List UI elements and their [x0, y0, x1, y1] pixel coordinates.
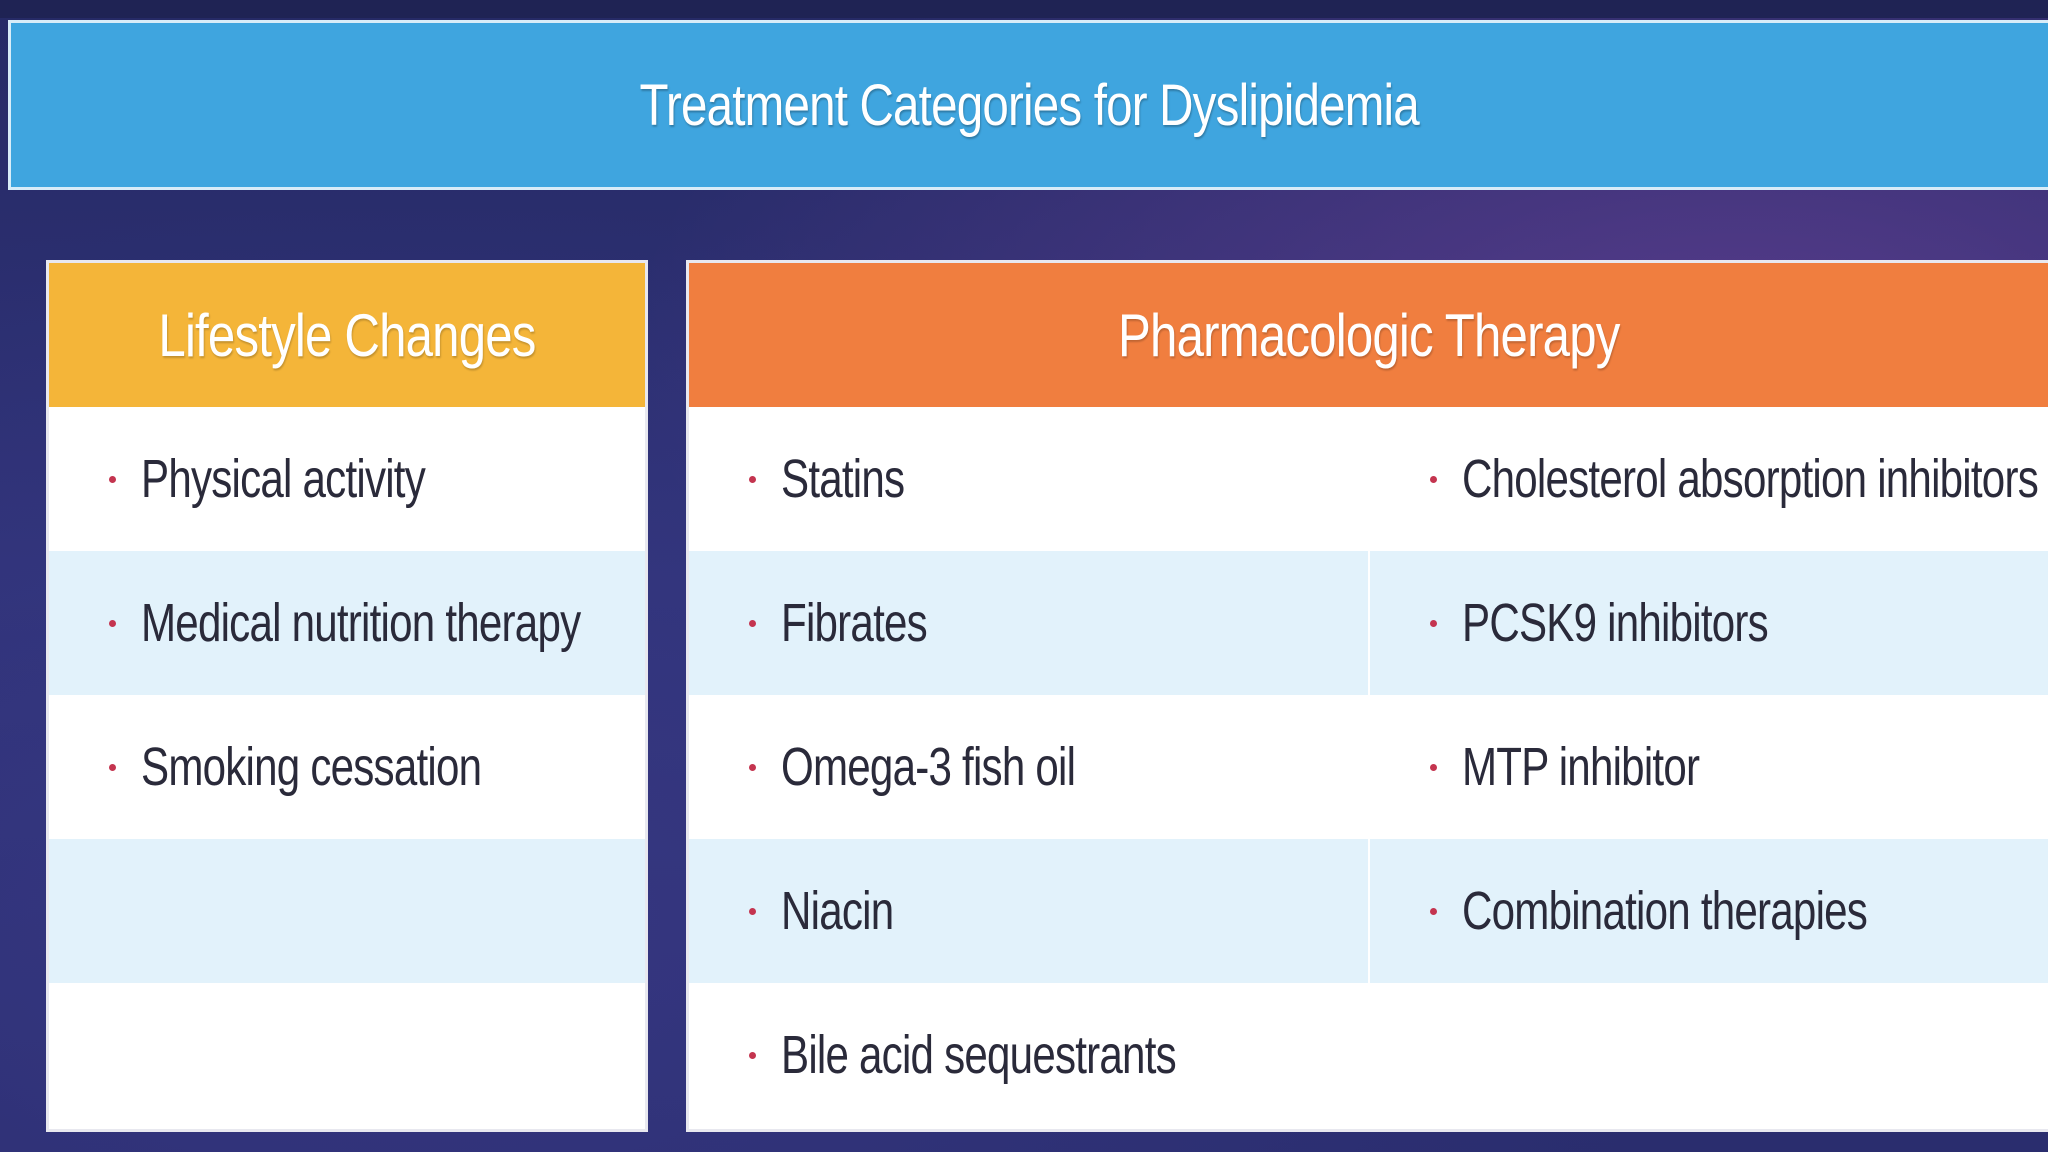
empty-cell [1369, 983, 2048, 1127]
list-item-label: Smoking cessation [141, 737, 482, 797]
list-item: Medical nutrition therapy [49, 551, 645, 695]
list-cell: Statins [689, 407, 1370, 551]
list-cell: Smoking cessation [49, 695, 645, 839]
empty-row [49, 983, 645, 1127]
list-item-label: Niacin [781, 881, 894, 941]
table-row: Fibrates PCSK9 inhibitors [689, 551, 2048, 695]
list-item-label: Cholesterol absorption inhibitors [1461, 449, 2039, 509]
list-cell: Omega-3 fish oil [689, 695, 1370, 839]
top-strip [0, 0, 2048, 18]
pharmacologic-list: Statins Cholesterol absorption inhibitor… [689, 407, 2048, 1127]
list-item-label: Combination therapies [1461, 881, 1868, 941]
bullet-icon [749, 907, 756, 915]
list-cell: Medical nutrition therapy [49, 551, 645, 695]
list-cell: Bile acid sequestrants [689, 983, 1369, 1127]
list-cell: PCSK9 inhibitors [1370, 551, 2048, 695]
bullet-icon [749, 619, 756, 627]
list-item-label: Bile acid sequestrants [781, 1025, 1177, 1085]
bullet-icon [749, 1051, 756, 1059]
list-item-label: Medical nutrition therapy [141, 593, 581, 653]
bullet-icon [1429, 763, 1437, 771]
bullet-icon [1429, 619, 1437, 627]
table-row: Omega-3 fish oil MTP inhibitor [689, 695, 2048, 839]
bullet-icon [749, 475, 756, 483]
table-row: Niacin Combination therapies [689, 839, 2048, 983]
list-item-label: PCSK9 inhibitors [1461, 593, 1769, 653]
title-bar: Treatment Categories for Dyslipidemia [8, 20, 2048, 190]
pharmacologic-panel: Pharmacologic Therapy Statins Cholestero… [686, 260, 2048, 1132]
empty-row [49, 839, 645, 983]
list-item-label: Physical activity [141, 449, 426, 509]
list-cell: Combination therapies [1370, 839, 2048, 983]
lifestyle-list: Physical activity Medical nutrition ther… [49, 407, 645, 1127]
bullet-icon [1429, 475, 1437, 483]
bullet-icon [749, 763, 756, 771]
list-item-label: MTP inhibitor [1461, 737, 1700, 797]
bullet-icon [109, 763, 116, 771]
list-cell: Fibrates [689, 551, 1370, 695]
list-cell: Cholesterol absorption inhibitors [1370, 407, 2048, 551]
table-row: Bile acid sequestrants [689, 983, 2048, 1127]
list-item-label: Fibrates [781, 593, 928, 653]
lifestyle-header: Lifestyle Changes [49, 263, 645, 407]
slide-title: Treatment Categories for Dyslipidemia [639, 72, 1420, 138]
pharmacologic-header: Pharmacologic Therapy [689, 263, 2048, 407]
list-item: Physical activity [49, 407, 645, 551]
bullet-icon [109, 619, 116, 627]
table-row: Statins Cholesterol absorption inhibitor… [689, 407, 2048, 551]
list-cell: Niacin [689, 839, 1370, 983]
bullet-icon [109, 475, 116, 483]
list-item: Smoking cessation [49, 695, 645, 839]
list-item-label: Statins [781, 449, 905, 509]
lifestyle-header-label: Lifestyle Changes [158, 301, 536, 369]
list-cell: Physical activity [49, 407, 645, 551]
pharmacologic-header-label: Pharmacologic Therapy [1117, 301, 1620, 369]
list-item-label: Omega-3 fish oil [781, 737, 1076, 797]
list-cell: MTP inhibitor [1370, 695, 2048, 839]
lifestyle-panel: Lifestyle Changes Physical activity Medi… [46, 260, 648, 1132]
bullet-icon [1429, 907, 1437, 915]
